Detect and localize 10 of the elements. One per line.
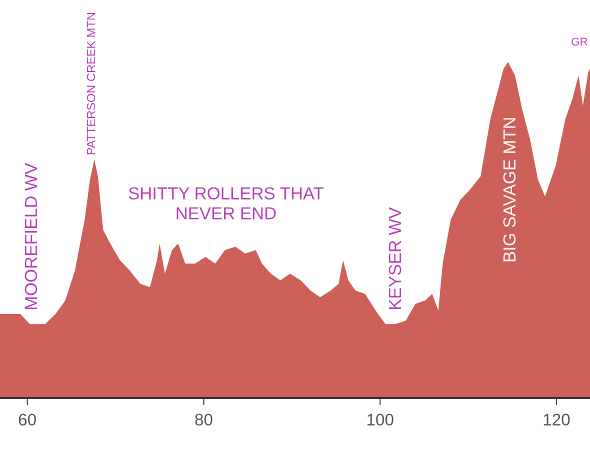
x-tick-label: 120 [544,414,570,426]
x-tick-label: 100 [367,414,394,426]
text: GR [572,38,588,46]
x-tick-label: 60 [18,414,36,426]
x-tick-label: 80 [195,414,212,426]
annotation: MOOREFIELD WV [24,162,38,310]
annotation: PATTERSON CREEK MTN [86,12,96,154]
annotation: SHITTY ROLLERS THAT NEVER END [128,187,324,220]
annotation: KEYSER WV [388,207,402,310]
annotation: BIG SAVAGE MTN [503,118,516,262]
